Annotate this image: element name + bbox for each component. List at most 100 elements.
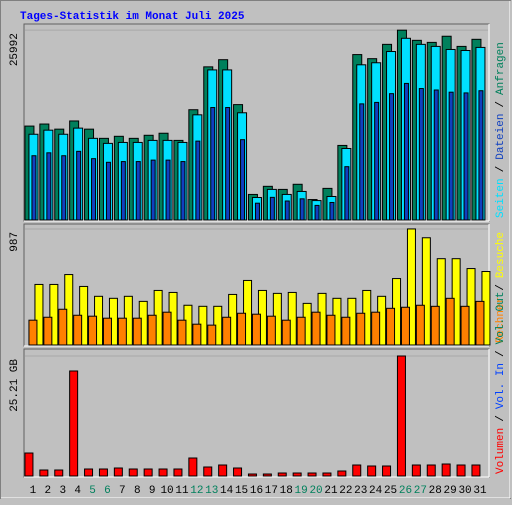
legend-entry: Vol. In [495, 363, 507, 409]
bar [102, 317, 112, 346]
bar [180, 161, 186, 221]
bar [251, 313, 261, 346]
bar [76, 150, 82, 221]
x-tick-label: 29 [444, 485, 457, 497]
x-tick-label: 30 [458, 485, 471, 497]
bar [430, 305, 440, 346]
bar [247, 473, 257, 477]
bar [173, 468, 183, 477]
bar [46, 152, 52, 221]
bar [281, 319, 291, 346]
bar [292, 472, 302, 477]
x-tick-label: 22 [339, 485, 352, 497]
bar [105, 161, 111, 221]
x-tick-label: 7 [119, 485, 126, 497]
bar [195, 140, 201, 221]
bar [128, 468, 138, 477]
legend-separator: / [495, 415, 507, 422]
bar [314, 204, 320, 221]
x-tick-label: 19 [295, 485, 308, 497]
x-tick-label: 12 [190, 485, 203, 497]
bar [49, 283, 59, 346]
bar [396, 355, 406, 477]
bar [240, 139, 246, 221]
bar [254, 202, 260, 221]
bar [463, 92, 469, 221]
bar [460, 305, 470, 346]
bar [31, 155, 37, 221]
bar [39, 469, 49, 477]
bar [147, 314, 157, 346]
legend-separator: / [495, 284, 507, 291]
x-tick-label: 23 [354, 485, 367, 497]
bar [406, 228, 416, 346]
bar [299, 198, 305, 221]
x-tick-label: 13 [205, 485, 218, 497]
bar [475, 300, 485, 346]
bar [143, 468, 153, 477]
bar [120, 161, 126, 221]
legend: Volumen / Vol. In / Vol. Out [495, 292, 507, 474]
bar [135, 161, 141, 221]
bar [188, 457, 198, 477]
bar [374, 101, 380, 221]
bar [117, 317, 127, 346]
y-tick-label: 25.21 GB [9, 359, 21, 412]
bar [352, 464, 362, 477]
bar [471, 464, 481, 477]
y-tick-label: 25992 [9, 33, 21, 66]
bar [400, 306, 410, 346]
x-tick-label: 25 [384, 485, 397, 497]
bar [421, 237, 431, 346]
bar [132, 317, 142, 346]
x-tick-label: 1 [30, 485, 37, 497]
bar [222, 316, 232, 346]
bar [329, 201, 335, 221]
bar [192, 323, 202, 346]
bar [84, 468, 94, 477]
bar [58, 308, 68, 346]
bar [311, 311, 321, 346]
x-tick-label: 24 [369, 485, 383, 497]
x-tick-label: 17 [265, 485, 278, 497]
legend-entry: Anfragen [495, 42, 507, 95]
bar [448, 91, 454, 221]
bar [456, 464, 466, 477]
bar [344, 166, 350, 221]
bar [284, 200, 290, 221]
bar [277, 472, 287, 477]
bar [371, 311, 381, 346]
bar [73, 314, 83, 346]
legend-separator: / [495, 101, 507, 108]
x-tick-label: 2 [45, 485, 52, 497]
legend-separator: / [495, 350, 507, 357]
x-tick-label: 20 [309, 485, 322, 497]
legend: Seiten / Dateien / Anfragen [495, 42, 507, 218]
bar [389, 93, 395, 221]
bar [415, 304, 425, 346]
bar [287, 291, 297, 346]
bar [158, 468, 168, 477]
bar [411, 464, 421, 477]
legend-entry: Vol. Out [495, 292, 507, 345]
x-tick-label: 14 [220, 485, 234, 497]
bar [243, 279, 253, 346]
x-tick-label: 4 [74, 485, 81, 497]
legend-entry: Volumen [495, 428, 507, 474]
x-tick-label: 8 [134, 485, 141, 497]
legend-entry: Dateien [495, 114, 507, 160]
bar [418, 88, 424, 221]
x-tick-label: 11 [175, 485, 189, 497]
bar [28, 319, 38, 346]
bar [356, 312, 366, 346]
x-tick-label: 27 [414, 485, 427, 497]
y-tick-label: 987 [9, 232, 21, 252]
bar [54, 469, 64, 477]
bar [337, 470, 347, 477]
bar [436, 258, 446, 346]
bar [207, 324, 217, 346]
bar [478, 90, 484, 221]
bar [307, 472, 317, 477]
x-tick-label: 26 [399, 485, 412, 497]
